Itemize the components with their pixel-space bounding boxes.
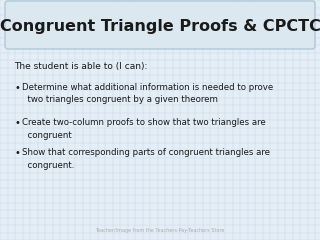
Text: Teacher/Image from the Teachers-Pay-Teachers Store: Teacher/Image from the Teachers-Pay-Teac… (95, 228, 225, 233)
Text: •: • (14, 83, 20, 93)
Text: The student is able to (I can):: The student is able to (I can): (14, 62, 148, 71)
Text: Create two-column proofs to show that two triangles are
  congruent: Create two-column proofs to show that tw… (22, 118, 266, 139)
Text: Congruent Triangle Proofs & CPCTC: Congruent Triangle Proofs & CPCTC (0, 18, 320, 34)
Text: Show that corresponding parts of congruent triangles are
  congruent.: Show that corresponding parts of congrue… (22, 148, 270, 169)
Text: Determine what additional information is needed to prove
  two triangles congrue: Determine what additional information is… (22, 83, 273, 104)
FancyBboxPatch shape (5, 1, 315, 49)
Text: •: • (14, 148, 20, 158)
Text: •: • (14, 118, 20, 128)
